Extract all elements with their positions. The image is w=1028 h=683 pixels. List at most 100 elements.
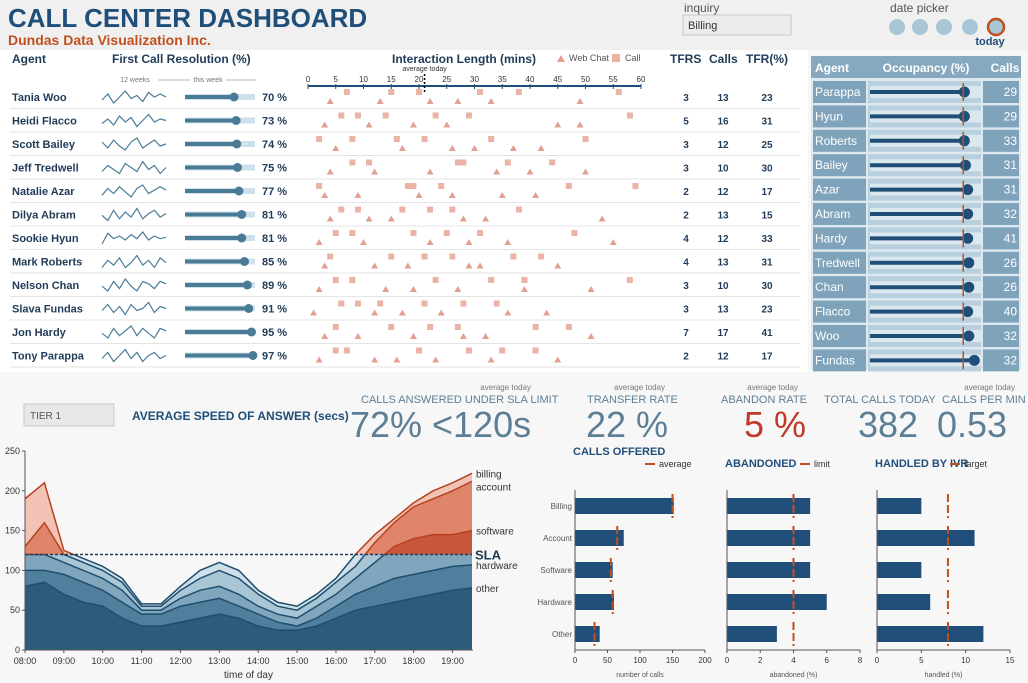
call-mark xyxy=(338,300,345,307)
agent-name: Slava Fundas xyxy=(12,304,83,316)
call-mark xyxy=(377,300,384,307)
occupancy-calls: 26 xyxy=(1004,280,1018,294)
call-mark xyxy=(510,253,517,260)
x-tick-label: 10 xyxy=(961,656,970,665)
web-chat-mark xyxy=(509,145,517,151)
call-mark xyxy=(571,230,578,236)
agent-name: Tony Parappa xyxy=(12,351,85,363)
date-option[interactable] xyxy=(962,19,978,35)
x-tick-label: 6 xyxy=(825,656,830,665)
category-label: Account xyxy=(543,534,573,543)
x-tick-label: 19:00 xyxy=(441,656,464,666)
series-line xyxy=(71,554,357,608)
sparkline xyxy=(101,301,167,316)
web-chat-mark xyxy=(360,239,367,245)
web-chat-mark xyxy=(376,98,384,104)
x-tick-label: 5 xyxy=(919,656,924,665)
interaction-tick-label: 45 xyxy=(553,75,562,84)
occupancy-agent: Hyun xyxy=(815,109,843,123)
x-tick-label: 0 xyxy=(725,656,730,665)
call-mark xyxy=(521,277,528,283)
x-tick-label: 8 xyxy=(858,656,863,665)
occupancy-calls: 32 xyxy=(1004,207,1018,221)
dashboard-title: CALL CENTER DASHBOARD xyxy=(8,3,367,33)
inquiry-label: inquiry xyxy=(684,1,719,15)
call-mark xyxy=(354,300,361,307)
calls-value: 12 xyxy=(717,187,729,198)
date-option-selected[interactable] xyxy=(986,17,1006,37)
call-mark xyxy=(416,347,422,354)
date-option[interactable] xyxy=(936,19,952,35)
call-mark xyxy=(477,89,484,95)
call-mark xyxy=(421,253,428,260)
web-chat-mark xyxy=(504,309,512,316)
calls-value: 13 xyxy=(717,305,729,316)
occupancy-dot xyxy=(962,184,974,196)
series-line-above-sla xyxy=(24,480,473,555)
sparkline-label: 12 weeks xyxy=(120,77,150,84)
interaction-tick-label: 60 xyxy=(637,75,646,84)
inquiry-dropdown[interactable] xyxy=(682,14,792,36)
call-mark xyxy=(427,206,434,213)
web-chat-mark xyxy=(609,239,617,245)
bar xyxy=(727,562,811,578)
web-chat-mark xyxy=(409,286,417,292)
tier-dropdown[interactable] xyxy=(23,403,115,427)
occupancy-calls: 29 xyxy=(1004,85,1018,99)
fcr-label: 89 % xyxy=(262,280,287,292)
web-chat-mark xyxy=(465,262,473,269)
occupancy-dot xyxy=(958,135,970,147)
sparkline xyxy=(101,277,167,292)
call-mark xyxy=(354,112,361,119)
date-option[interactable] xyxy=(912,19,928,35)
occupancy-dot xyxy=(962,232,974,244)
x-axis-label: handled (%) xyxy=(925,672,963,679)
occupancy-agent: Fundas xyxy=(815,353,855,367)
date-option[interactable] xyxy=(889,19,905,35)
web-chat-mark xyxy=(332,145,340,151)
bar xyxy=(877,562,922,578)
calls-value: 13 xyxy=(717,258,729,269)
web-chat-mark xyxy=(554,356,562,363)
call-mark xyxy=(421,300,428,307)
call-mark xyxy=(460,159,467,166)
agent-name: Jon Hardy xyxy=(12,327,67,339)
web-chat-mark xyxy=(587,333,595,339)
calls-value: 17 xyxy=(717,328,729,339)
tfrs-value: 3 xyxy=(683,305,689,316)
dashboard-subtitle: Dundas Data Visualization Inc. xyxy=(8,32,211,48)
x-axis-label: time of day xyxy=(224,670,273,681)
kpi-note: average today xyxy=(480,383,531,392)
occupancy-calls-cell xyxy=(983,154,1019,177)
sparkline xyxy=(101,231,167,245)
web-chat-mark xyxy=(321,121,329,128)
web-chat-mark xyxy=(454,286,462,292)
agent-name: Heidi Flacco xyxy=(12,116,77,128)
tfr-value: 25 xyxy=(761,140,773,151)
call-mark xyxy=(421,136,428,142)
occupancy-calls: 32 xyxy=(1004,329,1018,343)
occupancy-name-cell xyxy=(813,105,866,128)
kpi-note: average today xyxy=(747,383,798,392)
x-tick-label: 4 xyxy=(791,656,796,665)
web-chat-mark xyxy=(354,333,362,339)
tfr-value: 15 xyxy=(761,211,773,222)
web-chat-mark xyxy=(448,145,456,151)
fcr-label: 85 % xyxy=(262,257,287,269)
legend-label: limit xyxy=(814,459,830,469)
bar xyxy=(575,562,613,578)
x-tick-label: 16:00 xyxy=(325,656,348,666)
call-mark xyxy=(443,230,450,236)
call-mark xyxy=(366,159,373,166)
web-chat-mark xyxy=(315,356,323,363)
call-mark xyxy=(565,324,572,330)
call-mark xyxy=(549,159,556,166)
occupancy-calls-cell xyxy=(983,325,1019,347)
x-tick-label: 0 xyxy=(875,656,880,665)
section-title: AVERAGE SPEED OF ANSWER (secs) xyxy=(132,409,349,423)
y-tick-label: 100 xyxy=(5,565,20,575)
occupancy-agent: Bailey xyxy=(815,158,848,172)
occupancy-agent: Abram xyxy=(815,207,850,221)
web-chat-mark xyxy=(371,168,379,175)
agent-name: Tania Woo xyxy=(12,92,67,104)
